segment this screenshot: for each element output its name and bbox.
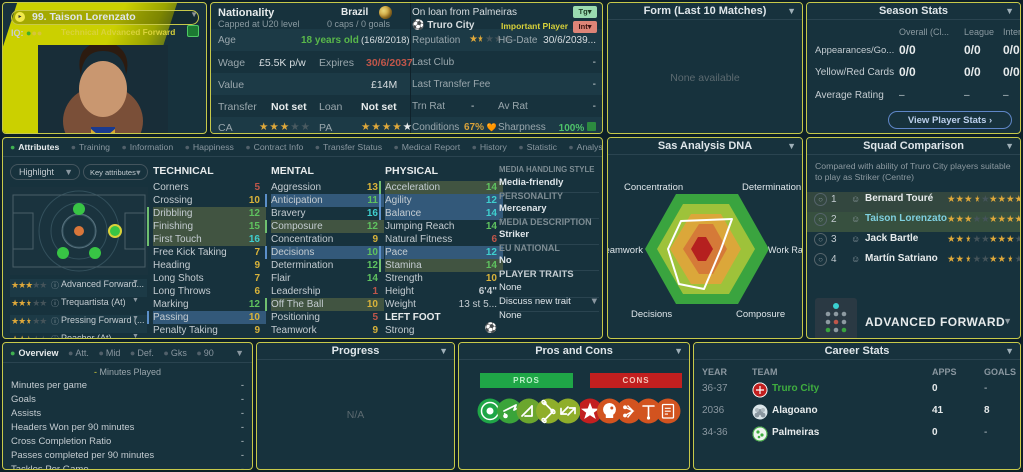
svg-text:Concentration: Concentration (624, 182, 683, 193)
svg-text:Teamwork: Teamwork (608, 245, 643, 256)
svg-text:Determination: Determination (742, 182, 801, 193)
svg-text:Composure: Composure (736, 309, 785, 320)
svg-text:Decisions: Decisions (631, 309, 672, 320)
svg-text:Work Rate: Work Rate (768, 245, 803, 255)
